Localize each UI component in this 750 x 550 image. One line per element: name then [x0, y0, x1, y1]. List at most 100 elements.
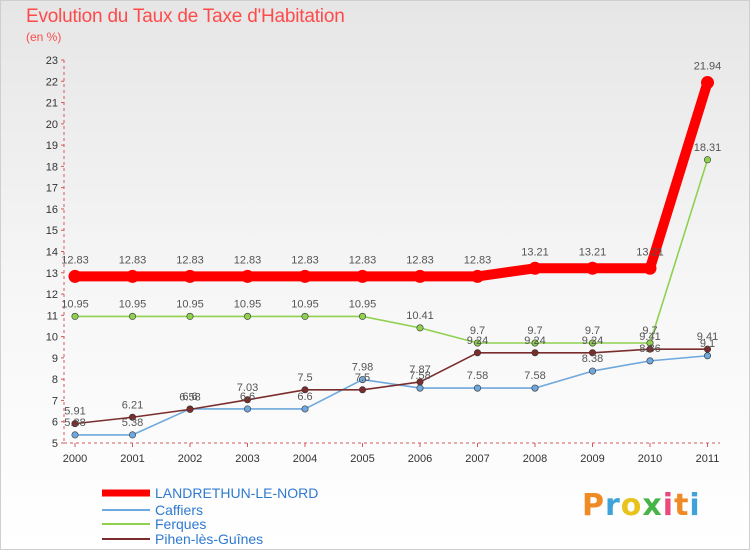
data-label: 9.24 [582, 335, 603, 347]
data-point [703, 156, 711, 164]
data-label: 6.6 [182, 391, 197, 403]
data-label: 9.7 [642, 325, 657, 337]
data-point [186, 312, 194, 320]
data-label: 12.83 [119, 254, 147, 266]
data-point [531, 384, 539, 392]
data-label: 7.03 [237, 382, 258, 394]
data-label: 12.83 [176, 254, 204, 266]
data-label: 13.21 [636, 246, 664, 258]
data-labels: 12.83 12.83 12.83 12.83 12.83 12.83 12.83 12.83… [61, 61, 721, 429]
data-point [186, 405, 194, 413]
data-point [531, 349, 539, 357]
data-label: 9.1 [700, 338, 715, 350]
y-tick-label: 6 [52, 417, 58, 429]
x-tick-label: 2008 [523, 453, 547, 465]
data-point [244, 396, 252, 404]
data-label: 13.21 [521, 246, 549, 258]
y-tick-label: 7 [52, 395, 58, 407]
series-line-2 [74, 158, 709, 344]
data-point [241, 269, 254, 283]
data-point [588, 349, 596, 357]
data-point [646, 357, 654, 365]
data-label: 12.83 [61, 254, 89, 266]
chart-subtitle: (en %) [26, 30, 62, 44]
proxiti-logo: Proxiti [582, 488, 701, 523]
data-label: 9.41 [697, 331, 718, 343]
x-tick-label: 2000 [63, 453, 87, 465]
y-tick-label: 19 [46, 140, 58, 152]
y-tick-label: 14 [46, 247, 58, 259]
data-label: 7.98 [352, 362, 373, 374]
x-tick-label: 2003 [235, 453, 259, 465]
y-tick-label: 9 [52, 353, 58, 365]
data-point [301, 386, 309, 394]
series-line-0 [70, 77, 713, 282]
data-point [416, 384, 424, 392]
data-label: 6.21 [122, 399, 143, 411]
x-tick-label: 2006 [408, 453, 432, 465]
data-point [71, 431, 79, 439]
data-point [703, 345, 711, 353]
data-label: 10.41 [406, 310, 434, 322]
data-label: 7.58 [409, 370, 430, 382]
legend: LANDRETHUN-LE-NORDCaffiersFerquesPihen-l… [102, 485, 318, 547]
chart-title: Evolution du Taux de Taxe d'Habitation [26, 6, 345, 27]
y-tick-label: 12 [46, 289, 58, 301]
data-label: 7.87 [409, 364, 430, 376]
data-label: 7.58 [524, 370, 545, 382]
axes: 5 6 7 8 9 10 11 12 13 14 15 16 17 18 19 20 21 22 23 2000 200… [46, 55, 720, 465]
data-point [703, 352, 711, 360]
data-point [413, 269, 427, 283]
data-point [586, 261, 599, 275]
data-label: 18.31 [694, 142, 722, 154]
data-label: 10.95 [176, 298, 204, 310]
data-point [588, 367, 596, 375]
y-tick-label: 17 [46, 183, 58, 195]
series-line-1 [74, 354, 709, 436]
data-point [528, 261, 542, 275]
data-label: 9.24 [467, 335, 488, 347]
data-point [646, 345, 654, 353]
data-point [129, 431, 137, 439]
x-tick-label: 2011 [696, 453, 720, 465]
x-tick-label: 2009 [580, 453, 604, 465]
data-label: 9.7 [585, 325, 600, 337]
data-point [473, 339, 481, 347]
y-tick-label: 22 [46, 76, 58, 88]
data-point [71, 420, 79, 428]
y-tick-label: 13 [46, 268, 58, 280]
data-label: 13.21 [579, 246, 607, 258]
data-point [643, 261, 657, 275]
x-tick-label: 2007 [465, 453, 489, 465]
data-label: 12.83 [406, 254, 434, 266]
data-label: 5.38 [64, 417, 85, 429]
data-label: 6.6 [240, 391, 255, 403]
y-tick-label: 18 [46, 161, 58, 173]
data-point [244, 312, 252, 320]
y-tick-label: 5 [52, 438, 58, 450]
legend-label: LANDRETHUN-LE-NORD [155, 485, 318, 501]
data-point [129, 312, 137, 320]
data-label: 7.58 [467, 370, 488, 382]
y-tick-label: 21 [46, 98, 58, 110]
data-point [471, 269, 484, 283]
x-tick-label: 2002 [178, 453, 202, 465]
legend-label: Caffiers [155, 502, 203, 518]
data-point [301, 312, 309, 320]
data-label: 9.41 [639, 331, 660, 343]
data-point [473, 349, 481, 357]
data-point [416, 378, 424, 386]
data-label: 10.95 [119, 298, 147, 310]
x-tick-label: 2010 [638, 453, 662, 465]
data-label: 12.83 [234, 254, 262, 266]
data-label: 8.38 [582, 353, 603, 365]
data-point [301, 405, 309, 413]
y-tick-label: 20 [46, 119, 58, 131]
x-tick-label: 2001 [120, 453, 144, 465]
series-line-3 [74, 348, 709, 425]
y-tick-label: 23 [46, 55, 58, 67]
data-label: 10.95 [61, 298, 89, 310]
data-label: 9.7 [527, 325, 542, 337]
y-tick-label: 10 [46, 332, 58, 344]
